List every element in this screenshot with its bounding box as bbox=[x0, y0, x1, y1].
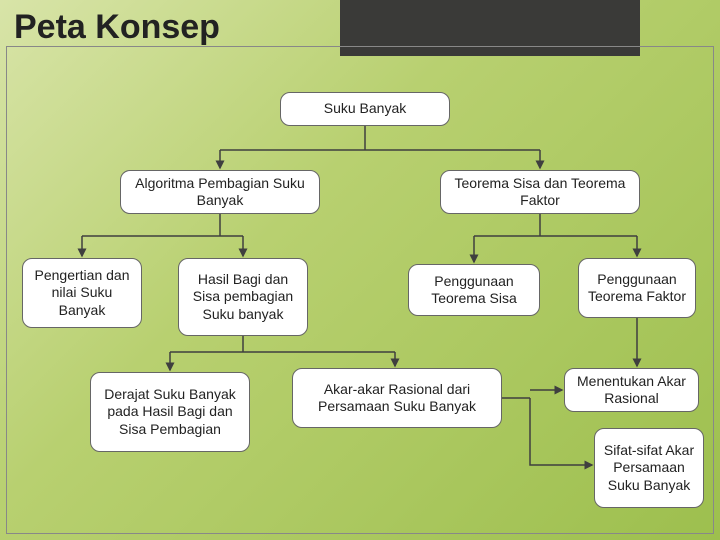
node-derajat: Derajat Suku Banyak pada Hasil Bagi dan … bbox=[90, 372, 250, 452]
node-algo: Algoritma Pembagian Suku Banyak bbox=[120, 170, 320, 214]
slide: Peta Konsep Suku Banyak Algoritma Pembagi… bbox=[0, 0, 720, 540]
node-akar: Akar-akar Rasional dari Persamaan Suku B… bbox=[292, 368, 502, 428]
page-title: Peta Konsep bbox=[14, 8, 220, 47]
node-sifat: Sifat-sifat Akar Persamaan Suku Banyak bbox=[594, 428, 704, 508]
node-ptf: Penggunaan Teorema Faktor bbox=[578, 258, 696, 318]
node-hasilbagi: Hasil Bagi dan Sisa pembagian Suku banya… bbox=[178, 258, 308, 336]
node-pengertian: Pengertian dan nilai Suku Banyak bbox=[22, 258, 142, 328]
node-teo: Teorema Sisa dan Teorema Faktor bbox=[440, 170, 640, 214]
node-root: Suku Banyak bbox=[280, 92, 450, 126]
node-menentukan: Menentukan Akar Rasional bbox=[564, 368, 699, 412]
node-pts: Penggunaan Teorema Sisa bbox=[408, 264, 540, 316]
